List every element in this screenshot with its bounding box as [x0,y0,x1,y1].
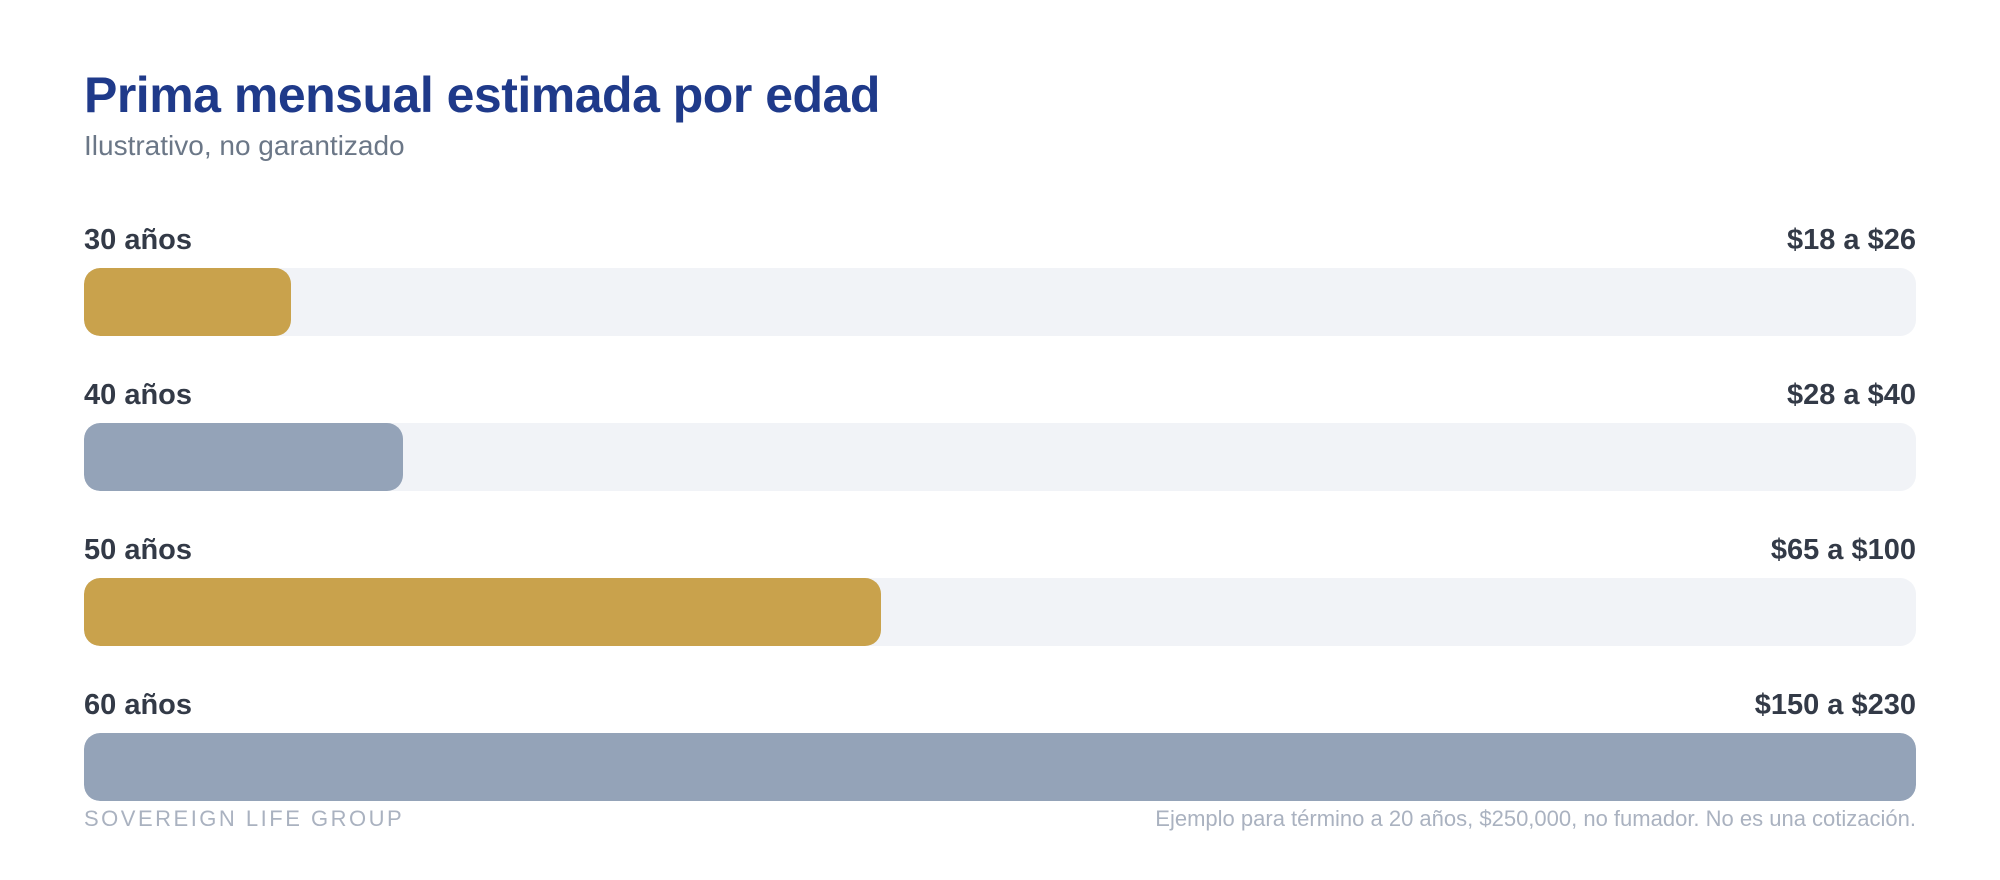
value-label: $28 a $40 [1786,379,1916,411]
bar-track [84,268,1916,336]
value-label: $65 a $100 [1770,534,1916,566]
bar-row: 60 años $150 a $230 [84,685,1916,801]
bar-row: 30 años $18 a $26 [84,220,1916,336]
category-label: 40 años [84,379,192,411]
footer-brand: SOVEREIGN LIFE GROUP [84,806,405,831]
value-label: $18 a $26 [1786,224,1916,256]
bar-track [84,578,1916,646]
value-label: $150 a $230 [1754,689,1916,721]
bar-row: 50 años $65 a $100 [84,530,1916,646]
category-label: 30 años [84,224,192,256]
chart-title: Prima mensual estimada por edad [84,67,880,123]
bar [84,578,881,646]
bar [84,733,1916,801]
category-label: 60 años [84,689,192,721]
bar-track [84,733,1916,801]
bar [84,423,403,491]
chart-subtitle: Ilustrativo, no garantizado [84,130,405,161]
footer-note: Ejemplo para término a 20 años, $250,000… [1155,806,1916,831]
bar-track [84,423,1916,491]
bar [84,268,291,336]
category-label: 50 años [84,534,192,566]
bar-row: 40 años $28 a $40 [84,375,1916,491]
